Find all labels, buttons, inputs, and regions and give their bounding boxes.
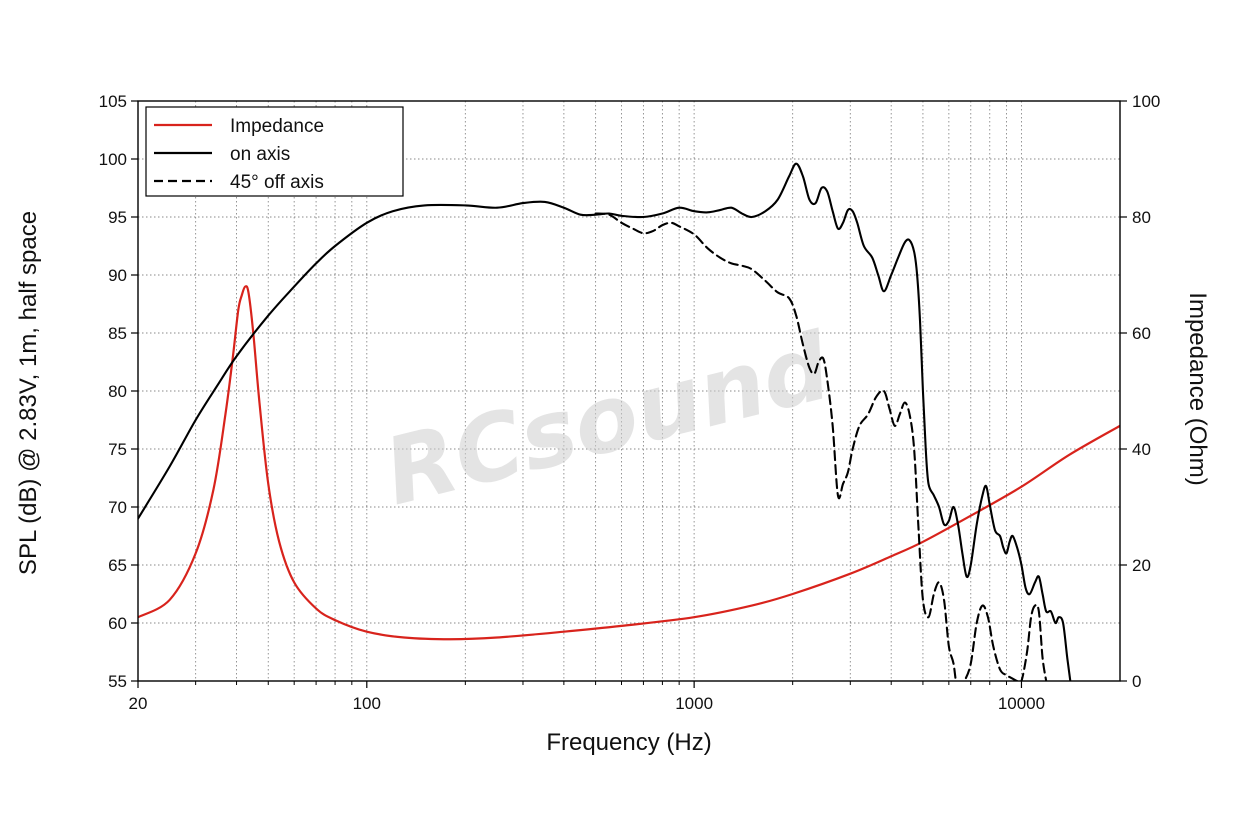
y2-tick-label: 20 xyxy=(1132,556,1151,575)
y-tick-label: 60 xyxy=(108,614,127,633)
series-line-impedance xyxy=(138,285,1120,641)
y-tick-label: 75 xyxy=(108,440,127,459)
y2-axis-title: Impedance (Ohm) xyxy=(1184,292,1211,485)
y-tick-label: 55 xyxy=(108,672,127,691)
y2-tick-label: 80 xyxy=(1132,208,1151,227)
watermark: RCsound xyxy=(374,313,841,527)
x-tick-label: 10000 xyxy=(998,694,1045,713)
y2-tick-label: 40 xyxy=(1132,440,1151,459)
y-tick-label: 80 xyxy=(108,382,127,401)
y-axis-title: SPL (dB) @ 2.83V, 1m, half space xyxy=(15,211,42,575)
y2-tick-label: 0 xyxy=(1132,672,1141,691)
y-tick-label: 100 xyxy=(99,150,127,169)
watermark-text: RCsound xyxy=(374,313,841,527)
y-tick-label: 70 xyxy=(108,498,127,517)
y-tick-label: 95 xyxy=(108,208,127,227)
y-tick-label: 65 xyxy=(108,556,127,575)
axis-ticks: 55 60 65 70 75 80 85 90 95 100 105 0 20 40 60 80 100 20 10… xyxy=(99,92,1161,713)
series-lines xyxy=(138,162,1120,681)
y-tick-label: 90 xyxy=(108,266,127,285)
x-tick-label: 20 xyxy=(129,694,148,713)
x-axis-title: Frequency (Hz) xyxy=(546,729,711,756)
y2-tick-label: 100 xyxy=(1132,92,1160,111)
y-tick-label: 105 xyxy=(99,92,127,111)
legend: Impedance on axis 45° off axis xyxy=(145,106,404,197)
legend-label-45-off-axis: 45° off axis xyxy=(230,172,324,193)
x-tick-label: 100 xyxy=(353,694,381,713)
legend-label-on-axis: on axis xyxy=(230,144,290,165)
legend-label-impedance: Impedance xyxy=(230,116,324,137)
series-line-on-axis xyxy=(138,162,1072,681)
y2-tick-label: 60 xyxy=(1132,324,1151,343)
x-tick-label: 1000 xyxy=(675,694,713,713)
series-line-45-off-axis xyxy=(594,212,1048,681)
y-tick-label: 85 xyxy=(108,324,127,343)
grid xyxy=(138,101,1120,681)
